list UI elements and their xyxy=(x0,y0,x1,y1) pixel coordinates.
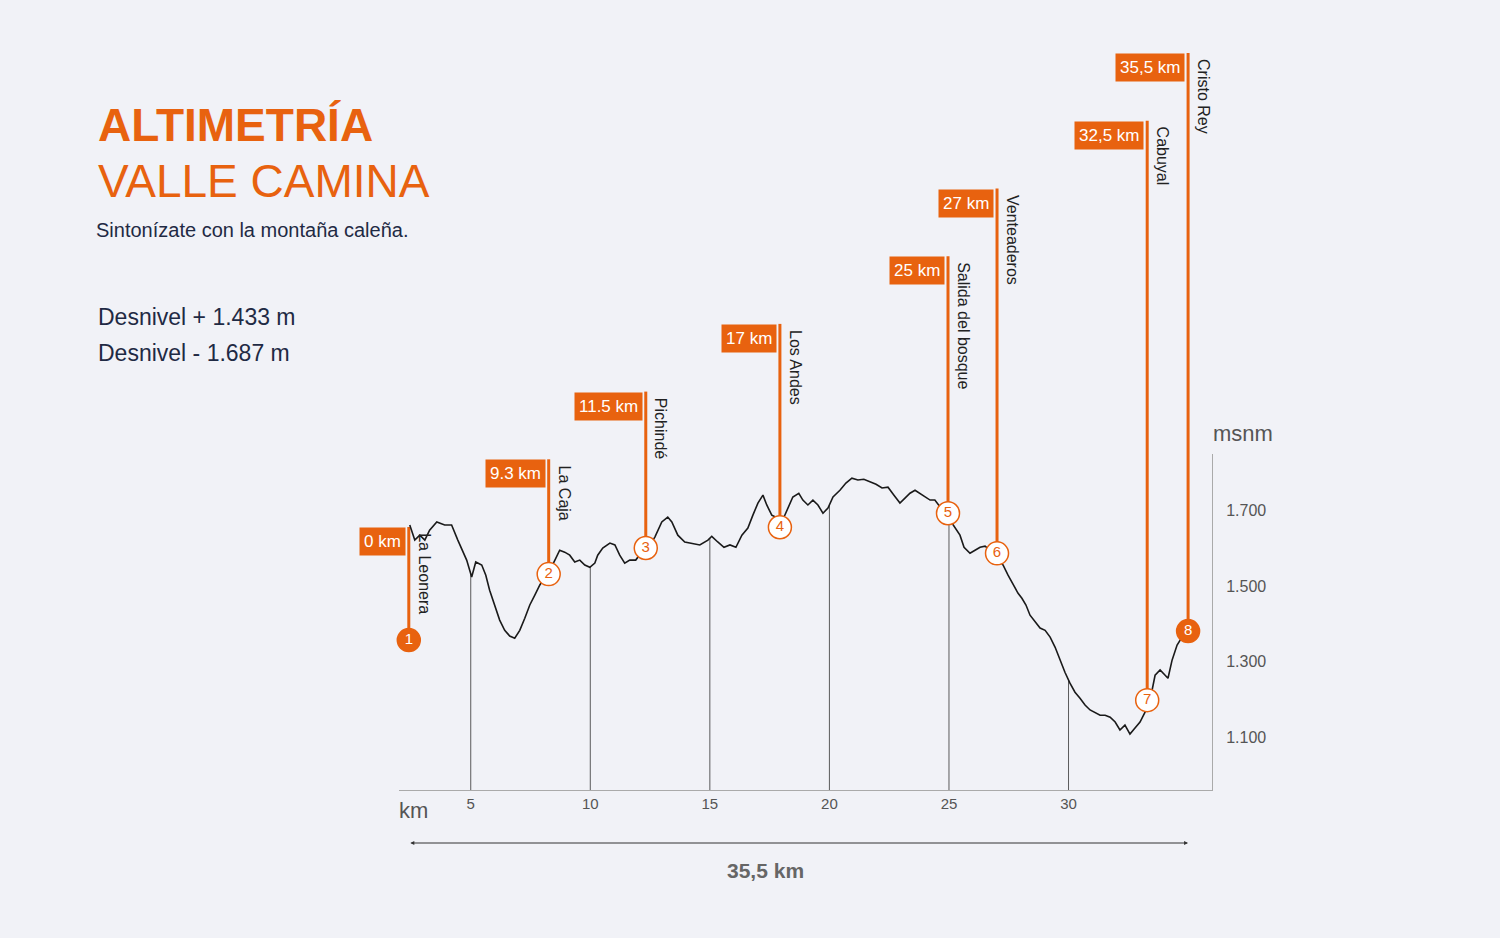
svg-text:15: 15 xyxy=(702,795,719,812)
svg-text:0 km: 0 km xyxy=(364,532,401,551)
svg-text:Cabuyal: Cabuyal xyxy=(1154,127,1171,186)
svg-text:32,5 km: 32,5 km xyxy=(1079,126,1139,145)
svg-text:4: 4 xyxy=(776,517,784,534)
svg-text:3: 3 xyxy=(642,538,650,555)
svg-text:20: 20 xyxy=(821,795,838,812)
svg-text:km: km xyxy=(399,798,428,823)
svg-text:1: 1 xyxy=(405,630,413,647)
svg-text:27 km: 27 km xyxy=(943,194,989,213)
svg-text:9.3 km: 9.3 km xyxy=(490,464,541,483)
svg-text:La Leonera: La Leonera xyxy=(416,533,433,614)
svg-text:30: 30 xyxy=(1060,795,1077,812)
svg-text:Salida del bosque: Salida del bosque xyxy=(955,262,972,389)
svg-text:1.300: 1.300 xyxy=(1226,653,1266,670)
svg-text:25 km: 25 km xyxy=(894,261,940,280)
svg-text:1.100: 1.100 xyxy=(1226,729,1266,746)
svg-text:5: 5 xyxy=(467,795,475,812)
svg-text:8: 8 xyxy=(1184,621,1192,638)
svg-text:10: 10 xyxy=(582,795,599,812)
svg-text:Cristo Rey: Cristo Rey xyxy=(1195,59,1212,134)
svg-text:35,5 km: 35,5 km xyxy=(727,859,804,882)
svg-text:2: 2 xyxy=(545,564,553,581)
svg-text:5: 5 xyxy=(944,503,952,520)
svg-text:La Caja: La Caja xyxy=(556,466,573,521)
svg-text:VALLE CAMINA: VALLE CAMINA xyxy=(98,155,430,207)
svg-text:1.700: 1.700 xyxy=(1226,502,1266,519)
svg-text:11.5 km: 11.5 km xyxy=(579,397,638,416)
svg-text:Desnivel + 1.433 m: Desnivel + 1.433 m xyxy=(98,304,296,330)
svg-text:25: 25 xyxy=(941,795,958,812)
svg-text:35,5 km: 35,5 km xyxy=(1120,58,1180,77)
svg-text:Venteaderos: Venteaderos xyxy=(1004,195,1021,285)
svg-text:msnm: msnm xyxy=(1213,421,1273,446)
svg-text:Los Andes: Los Andes xyxy=(787,330,804,405)
svg-text:7: 7 xyxy=(1143,690,1151,707)
svg-text:Pichindé: Pichindé xyxy=(652,398,669,459)
svg-text:ALTIMETRÍA: ALTIMETRÍA xyxy=(98,99,373,151)
svg-text:Sintonízate con la montaña cal: Sintonízate con la montaña caleña. xyxy=(96,219,408,241)
svg-text:Desnivel - 1.687 m: Desnivel - 1.687 m xyxy=(98,340,290,366)
svg-text:1.500: 1.500 xyxy=(1226,578,1266,595)
svg-text:6: 6 xyxy=(993,543,1001,560)
svg-text:17 km: 17 km xyxy=(726,329,772,348)
